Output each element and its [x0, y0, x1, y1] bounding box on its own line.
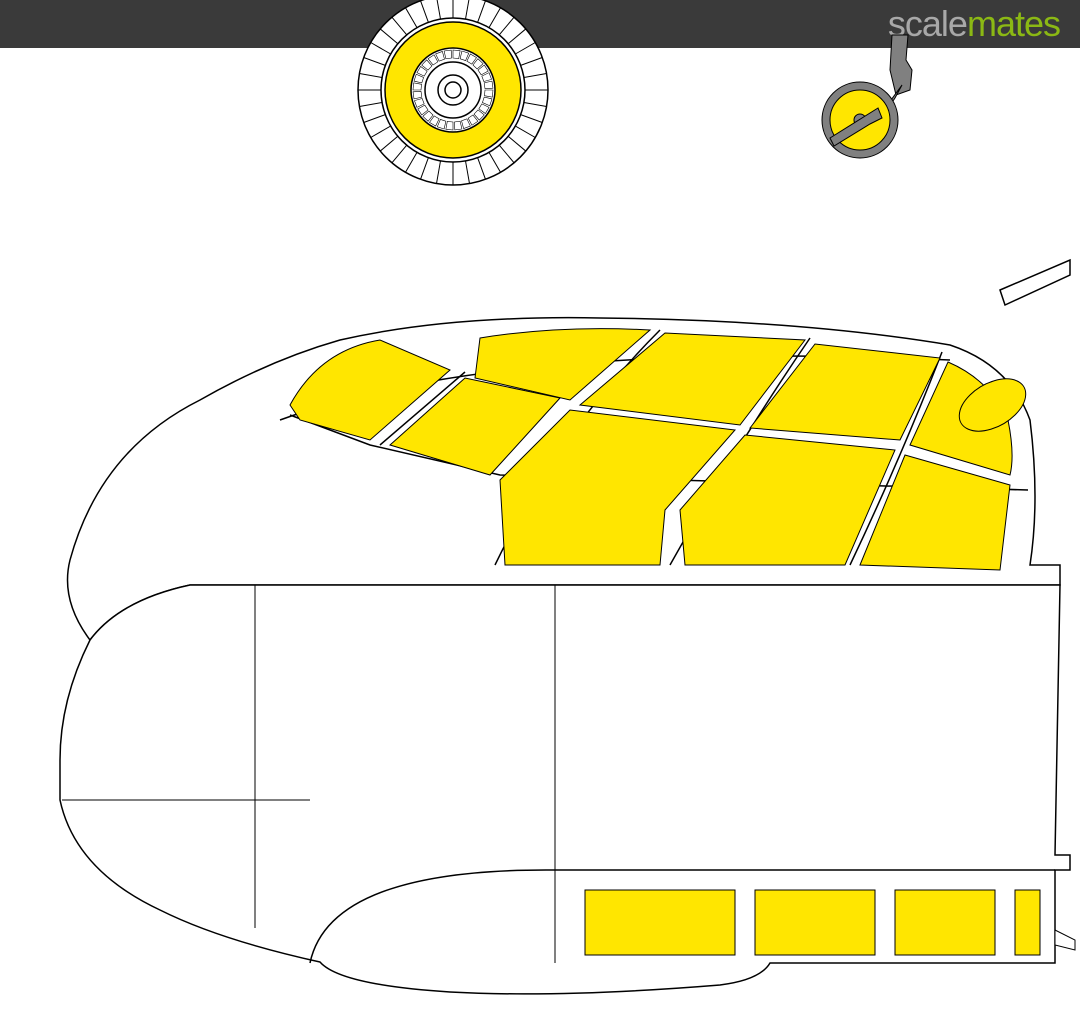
- mask-diagram: [0, 0, 1080, 1025]
